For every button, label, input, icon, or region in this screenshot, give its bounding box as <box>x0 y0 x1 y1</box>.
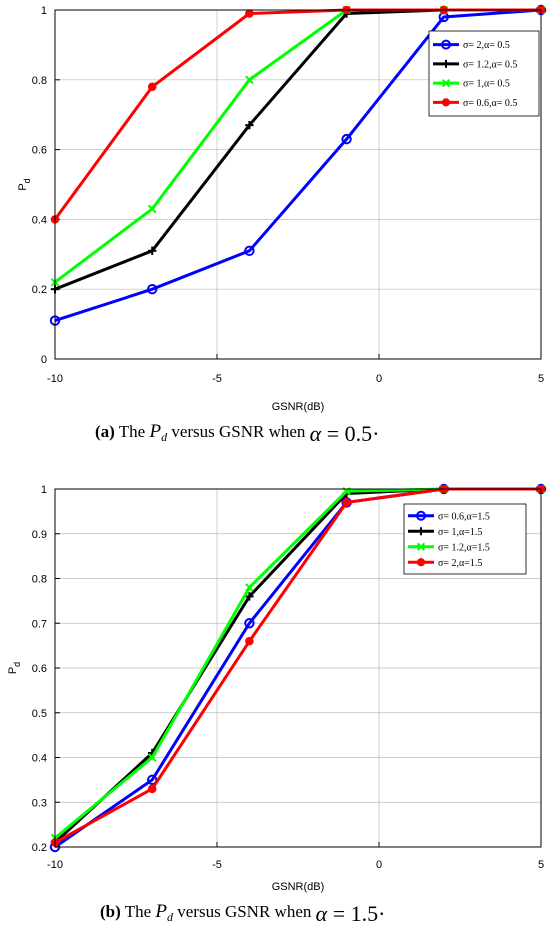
chart-panel-b: -10 -5 0 5 0.2 0.3 0.4 0.5 0.6 0.7 0.8 0.9 1 GSNR(dB)… <box>7 483 547 926</box>
legend-entry: σ= 2,α=1.5 <box>438 558 482 569</box>
y-tick-label: 0.9 <box>32 529 47 541</box>
y-tick-label: 1 <box>41 484 47 496</box>
data-point <box>442 59 450 68</box>
caption-eq: = 0.5 <box>321 421 372 446</box>
y-tick-label: 1 <box>41 5 47 17</box>
data-point <box>245 75 254 85</box>
data-point <box>147 753 157 762</box>
marker-stroke <box>147 204 157 214</box>
data-point <box>244 245 255 257</box>
caption-sym: P <box>154 901 167 922</box>
data-point <box>147 82 157 92</box>
x-tick-label: 0 <box>376 859 382 871</box>
y-axis-label-main: P <box>17 183 29 190</box>
data-point <box>416 558 426 567</box>
legend-entry: σ= 1,α=1.5 <box>438 527 482 538</box>
data-point <box>245 583 254 592</box>
caption-alpha: α <box>310 421 322 446</box>
data-point <box>416 542 426 551</box>
marker-stroke <box>441 79 451 88</box>
legend-entry: σ= 1.2,α=1.5 <box>438 542 490 553</box>
caption-label: (b) <box>100 902 121 921</box>
y-tick-label: 0.3 <box>32 797 47 809</box>
data-point <box>441 39 451 50</box>
marker-stroke <box>245 75 254 85</box>
y-tick-label: 0.4 <box>32 214 47 226</box>
x-tick-label: 5 <box>538 859 544 871</box>
legend-entry: σ= 1.2,α= 0.5 <box>463 59 517 70</box>
data-point <box>417 527 425 536</box>
y-axis-label: Pd <box>17 178 32 190</box>
caption-alpha: α <box>316 901 328 926</box>
data-point <box>441 79 451 88</box>
caption-label: (a) <box>95 422 115 441</box>
data-point <box>148 246 157 256</box>
caption-dot: · <box>378 901 385 926</box>
marker-stroke <box>147 753 157 762</box>
data-point <box>147 204 157 214</box>
legend: σ= 0.6,α=1.5 σ= 1,α=1.5 σ= 1.2,α=1.5 σ= 2,α… <box>403 503 527 575</box>
marker-stroke <box>245 583 254 592</box>
x-tick-label: 5 <box>538 373 544 385</box>
y-axis-label-sub: d <box>22 178 32 183</box>
legend-entry: σ= 1,α= 0.5 <box>463 79 510 90</box>
data-point <box>147 784 157 794</box>
x-axis-label: GSNR(dB) <box>272 881 325 893</box>
legend-entry: σ= 2,α= 0.5 <box>463 40 510 51</box>
y-tick-label: 0.6 <box>32 663 47 675</box>
caption-pre: The <box>121 902 156 921</box>
data-point <box>147 284 158 295</box>
caption-sym: P <box>148 421 161 442</box>
data-point <box>245 9 254 18</box>
x-tick-label: -5 <box>212 373 222 385</box>
data-point <box>244 618 255 629</box>
x-tick-label: -10 <box>47 859 63 871</box>
data-point <box>342 498 351 507</box>
data-point <box>245 636 254 646</box>
y-tick-label: 0.6 <box>32 145 47 157</box>
x-axis-label: GSNR(dB) <box>272 401 325 413</box>
y-tick-label: 0.8 <box>32 75 47 87</box>
axes-frame <box>54 9 542 360</box>
caption-eq: = 1.5 <box>327 901 378 926</box>
data-point <box>245 592 254 601</box>
data-point <box>341 133 352 145</box>
x-tick-label: 0 <box>376 373 382 385</box>
y-axis-label-main: P <box>7 667 19 674</box>
marker-stroke <box>416 542 426 551</box>
y-tick-label: 0.2 <box>32 842 47 854</box>
legend-entry: σ= 0.6,α= 0.5 <box>463 98 517 109</box>
caption-pre: The <box>115 422 150 441</box>
x-tick-label: -5 <box>212 859 222 871</box>
y-tick-label: 0 <box>41 354 47 366</box>
y-tick-label: 0.2 <box>32 284 47 296</box>
caption-dot: · <box>372 421 379 446</box>
legend-entry: σ= 0.6,α=1.5 <box>438 511 490 522</box>
figure-caption: (b) The Pd versus GSNR when α = 1.5· <box>100 901 385 926</box>
data-point <box>441 98 451 107</box>
data-point <box>416 510 426 521</box>
chart-panel-a: -10 -5 0 5 0 0.2 0.4 0.6 0.8 1 GSNR(dB) Pd σ= 2,α= 0… <box>17 4 547 446</box>
caption-mid: versus GSNR when <box>173 902 316 921</box>
legend: σ= 2,α= 0.5 σ= 1.2,α= 0.5 σ= 1,α= 0.5 σ= 0.… <box>428 30 540 117</box>
data-point <box>245 120 254 130</box>
y-tick-label: 0.8 <box>32 574 47 586</box>
y-axis-label-sub: d <box>12 662 22 667</box>
y-axis-label: Pd <box>7 662 22 674</box>
y-tick-label: 0.4 <box>32 753 47 765</box>
caption-mid: versus GSNR when <box>167 422 310 441</box>
figure-caption: (a) The Pd versus GSNR when α = 0.5· <box>95 421 379 446</box>
y-tick-label: 0.5 <box>32 708 47 720</box>
axes-frame <box>54 488 542 848</box>
caption-sub: d <box>167 910 174 924</box>
series-line <box>54 8 542 323</box>
x-tick-label: -10 <box>47 373 63 385</box>
caption-sub: d <box>161 430 168 444</box>
y-tick-label: 0.7 <box>32 618 47 630</box>
